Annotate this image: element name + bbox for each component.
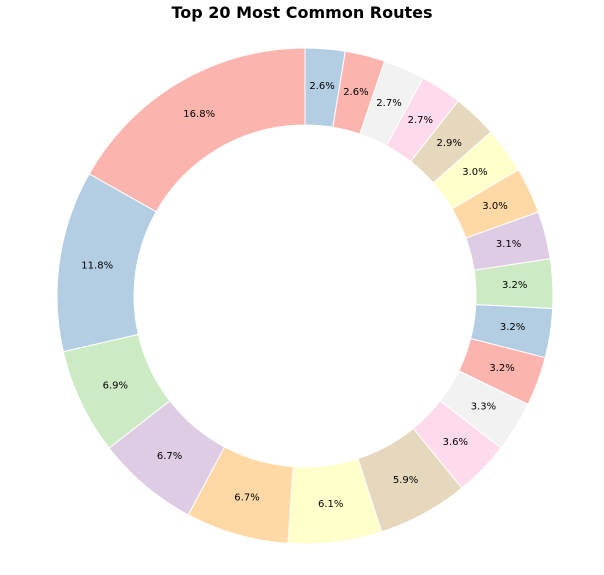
slice-percent-label: 3.2% — [489, 363, 514, 374]
slice-percent-label: 6.9% — [103, 381, 128, 392]
slice-percent-label: 6.1% — [318, 499, 343, 510]
slice-percent-label: 5.9% — [393, 475, 418, 486]
slice-percent-label: 3.0% — [462, 167, 487, 178]
donut-slice — [88, 47, 306, 213]
slice-percent-label: 16.8% — [183, 109, 215, 120]
slice-percent-label: 3.2% — [500, 322, 525, 333]
slice-percent-label: 2.6% — [309, 81, 334, 92]
slice-percent-label: 3.3% — [471, 401, 496, 412]
slice-percent-label: 3.2% — [502, 280, 527, 291]
slice-percent-label: 3.1% — [496, 239, 521, 250]
slice-percent-label: 2.9% — [436, 138, 461, 149]
slice-percent-label: 2.7% — [376, 98, 401, 109]
slice-percent-label: 3.6% — [443, 437, 468, 448]
chart-title: Top 20 Most Common Routes — [171, 3, 433, 22]
slice-percent-label: 3.0% — [482, 201, 507, 212]
slice-percent-label: 2.6% — [343, 87, 368, 98]
slice-percent-label: 2.7% — [408, 115, 433, 126]
slice-percent-label: 6.7% — [157, 451, 182, 462]
slice-percent-label: 11.8% — [81, 260, 113, 271]
slice-percent-label: 6.7% — [234, 492, 259, 503]
